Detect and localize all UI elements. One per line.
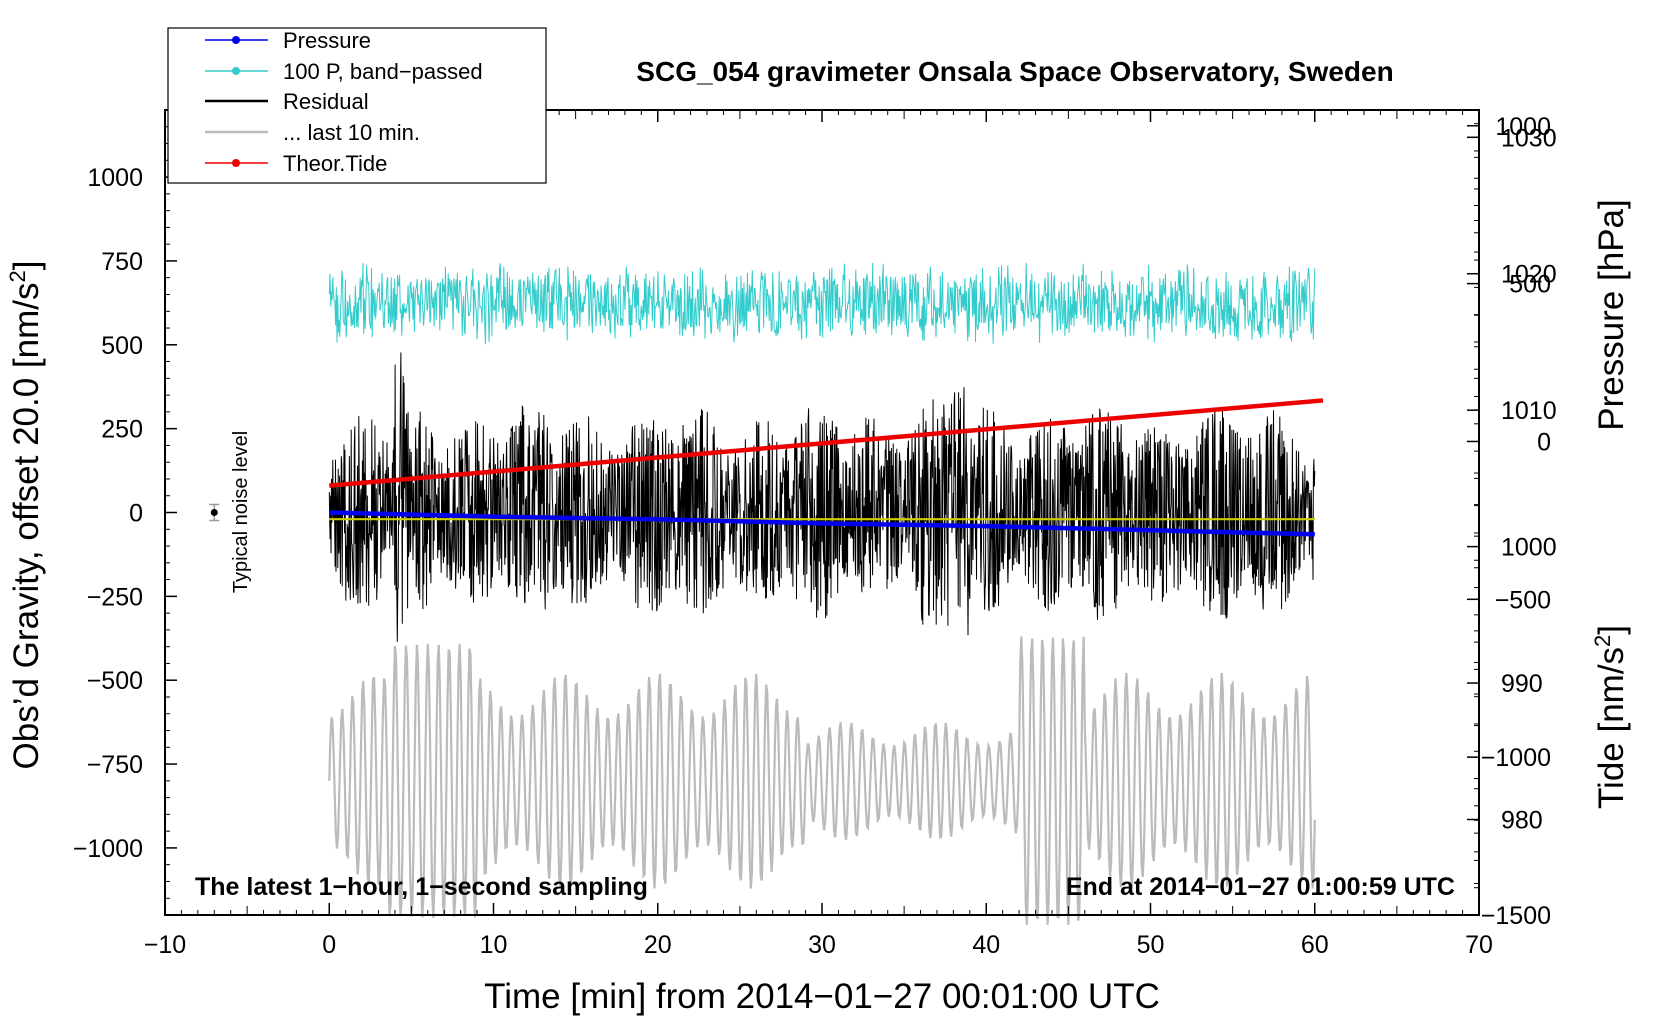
pressure-tick-label: 990 — [1501, 670, 1543, 698]
tide-tick-label: −500 — [1495, 586, 1551, 614]
noise-point — [210, 509, 218, 516]
tide-tick-label: 1000 — [1495, 113, 1551, 141]
x-tick-label: 70 — [1465, 931, 1493, 959]
x-tick-label: 10 — [480, 931, 508, 959]
annotation-end-time: End at 2014−01−27 01:00:59 UTC — [1066, 873, 1455, 901]
legend-entry-last10min: ... last 10 min. — [205, 120, 420, 145]
pressure-tick-label: 1010 — [1501, 397, 1557, 425]
x-tick-label: 30 — [808, 931, 836, 959]
legend-entry-residual: Residual — [205, 89, 369, 114]
annotation-sampling: The latest 1−hour, 1−second sampling — [195, 873, 648, 901]
x-tick-label: 50 — [1137, 931, 1165, 959]
tide-tick-label: 0 — [1537, 428, 1551, 456]
noise-level-label: Typical noise level — [230, 431, 252, 593]
series-theoretical-tide — [329, 398, 1324, 488]
y-tick-label: −250 — [87, 583, 143, 611]
x-tick-label: 60 — [1301, 931, 1329, 959]
y-tick-label: −1000 — [73, 835, 143, 863]
series-pressure — [329, 510, 1315, 537]
y-axis-label: Obs’d Gravity, offset 20.0 [nm/s2] — [5, 261, 46, 770]
legend-label-pressure: Pressure — [283, 28, 371, 53]
legend-entry-tide: Theor.Tide — [205, 151, 387, 176]
y-tick-label: 1000 — [87, 164, 143, 192]
y-tick-label: −750 — [87, 751, 143, 779]
x-tick-label: 0 — [322, 931, 336, 959]
tide-tick-label: 500 — [1509, 271, 1551, 299]
legend-entry-pressure: Pressure — [205, 28, 371, 53]
y-tick-label: 250 — [101, 416, 143, 444]
pressure-tick-label: 1020 — [1501, 261, 1557, 289]
noise-level-marker — [209, 503, 220, 522]
x-axis-label: Time [min] from 2014−01−27 00:01:00 UTC — [484, 977, 1160, 1016]
series-last-10-min — [328, 636, 1316, 926]
legend-marker-bandpassed — [232, 67, 240, 75]
tide-tick-label: −1000 — [1481, 744, 1551, 772]
legend-label-bandpassed: 100 P, band−passed — [283, 59, 483, 84]
legend: Pressure 100 P, band−passed Residual ...… — [167, 27, 547, 184]
y-tick-label: −500 — [87, 667, 143, 695]
tide-tick-label: −1500 — [1481, 902, 1551, 930]
legend-marker-tide — [232, 159, 240, 167]
x-tick-label: −10 — [144, 931, 186, 959]
pressure-tick-label: 980 — [1501, 806, 1543, 834]
legend-marker-pressure — [232, 36, 240, 44]
legend-box — [167, 27, 547, 184]
legend-label-last10min: ... last 10 min. — [283, 120, 420, 145]
y-tick-label: 750 — [101, 248, 143, 276]
legend-entry-bandpassed: 100 P, band−passed — [205, 59, 483, 84]
x-tick-label: 40 — [972, 931, 1000, 959]
pressure-axis-label: Pressure [hPa] — [1592, 199, 1631, 431]
pressure-tick-label: 1030 — [1501, 124, 1557, 152]
chart-title: SCG_054 gravimeter Onsala Space Observat… — [636, 56, 1393, 87]
y-tick-label: 500 — [101, 332, 143, 360]
x-tick-label: 20 — [644, 931, 672, 959]
legend-label-residual: Residual — [283, 89, 369, 114]
tide-axis-label: Tide [nm/s2] — [1590, 625, 1631, 809]
y-tick-label: 0 — [129, 500, 143, 528]
series-bandpassed-pressure — [328, 262, 1316, 345]
legend-label-tide: Theor.Tide — [283, 151, 387, 176]
axes-layer: −10 0 10 20 30 40 50 60 7010007505002500−250−500… — [73, 110, 1557, 959]
pressure-tick-label: 1000 — [1501, 534, 1557, 562]
series-residual — [328, 352, 1316, 642]
series-layer — [328, 262, 1324, 926]
